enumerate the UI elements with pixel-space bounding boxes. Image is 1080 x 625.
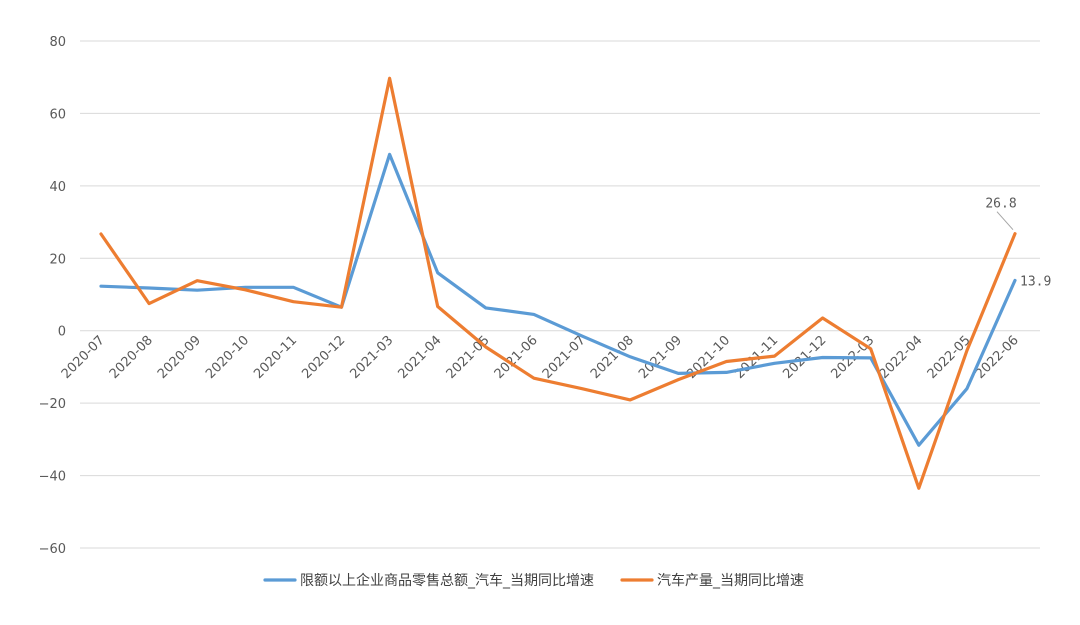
y-tick-label: 80: [49, 35, 66, 50]
x-tick-label: 2022-05: [925, 333, 974, 382]
x-tick-label: 2021-04: [396, 333, 445, 382]
series-line-2: [99, 76, 1017, 490]
y-tick-label: 40: [49, 180, 66, 195]
x-tick-label: 2020-09: [155, 333, 204, 382]
data-label-leader: [996, 211, 1014, 230]
y-tick-label: −60: [39, 542, 66, 557]
y-tick-label: 60: [49, 107, 66, 122]
x-tick-label: 2020-10: [203, 333, 252, 382]
data-label: 26.8: [985, 197, 1016, 212]
y-axis-ticks: 80 60 40 20 0 −20 −40 −60: [39, 35, 66, 557]
x-tick-label: 2021-05: [444, 333, 493, 382]
grid-lines: [80, 40, 1040, 549]
y-tick-label: 20: [49, 252, 66, 267]
legend: 限额以上企业商品零售总额_汽车_当期同比增速 汽车产量_当期同比增速: [263, 572, 804, 589]
x-tick-label: 2020-11: [251, 333, 300, 382]
data-labels: 13.9 26.8: [985, 197, 1051, 290]
data-label: 13.9: [1020, 274, 1051, 289]
x-tick-label: 2020-07: [59, 333, 108, 382]
series-lines: [99, 76, 1017, 490]
x-tick-label: 2022-04: [877, 333, 926, 382]
x-axis-ticks: 2020-07 2020-08 2020-09 2020-10 2020-11 2020-…: [59, 333, 1022, 382]
legend-label: 限额以上企业商品零售总额_汽车_当期同比增速: [300, 572, 594, 589]
y-tick-label: −20: [39, 397, 66, 412]
x-tick-label: 2020-12: [299, 333, 348, 382]
y-tick-label: −40: [39, 470, 66, 485]
x-tick-label: 2020-08: [107, 333, 156, 382]
series-line-1: [99, 152, 1017, 447]
x-tick-label: 2021-07: [540, 333, 589, 382]
y-tick-label: 0: [58, 325, 66, 340]
legend-label: 汽车产量_当期同比增速: [657, 572, 804, 589]
x-tick-label: 2021-03: [347, 333, 396, 382]
